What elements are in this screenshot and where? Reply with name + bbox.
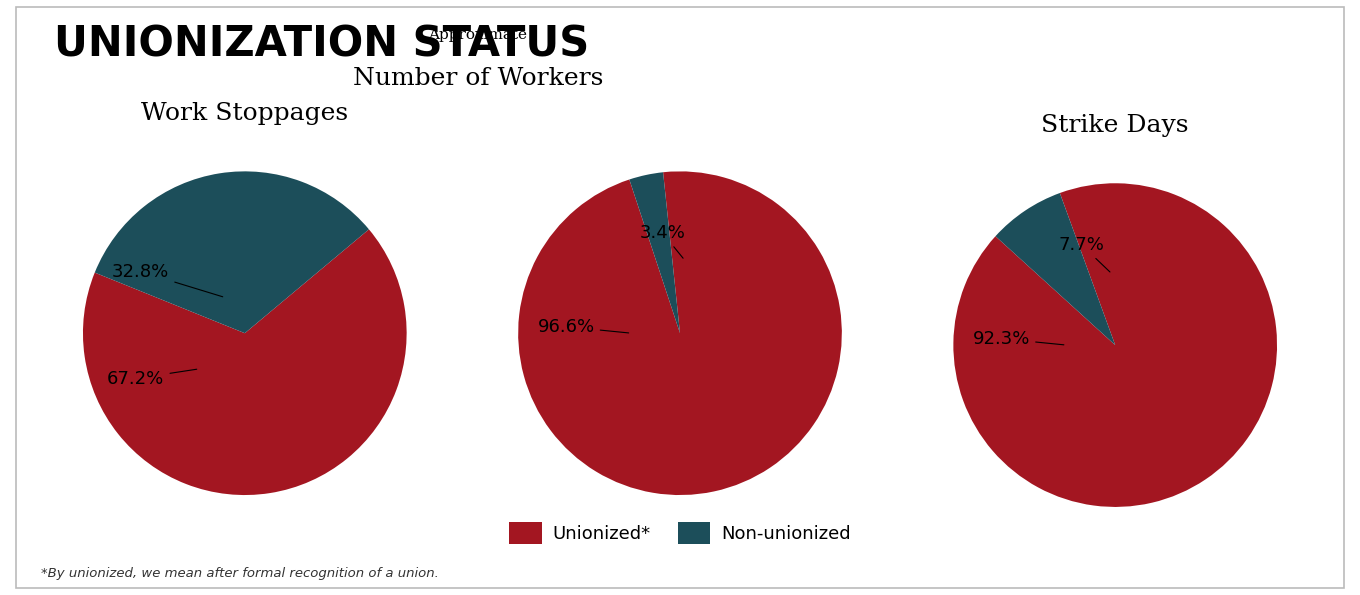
- Text: UNIONIZATION STATUS: UNIONIZATION STATUS: [54, 24, 590, 66]
- Title: Work Stoppages: Work Stoppages: [141, 102, 348, 125]
- Title: Strike Days: Strike Days: [1042, 114, 1189, 137]
- Text: 92.3%: 92.3%: [972, 330, 1064, 347]
- Text: 96.6%: 96.6%: [537, 318, 628, 336]
- Text: 32.8%: 32.8%: [112, 263, 223, 297]
- Text: 3.4%: 3.4%: [639, 224, 685, 258]
- Wedge shape: [518, 171, 842, 495]
- Wedge shape: [630, 172, 680, 333]
- Wedge shape: [83, 229, 407, 495]
- Wedge shape: [996, 193, 1115, 345]
- Text: Approximate: Approximate: [428, 28, 528, 42]
- Wedge shape: [953, 183, 1277, 507]
- Text: Number of Workers: Number of Workers: [352, 67, 602, 90]
- Legend: Unionized*, Non-unionized: Unionized*, Non-unionized: [500, 513, 860, 553]
- Text: 67.2%: 67.2%: [107, 369, 197, 387]
- Wedge shape: [95, 171, 369, 333]
- Text: *By unionized, we mean after formal recognition of a union.: *By unionized, we mean after formal reco…: [41, 567, 439, 580]
- Text: 7.7%: 7.7%: [1058, 236, 1110, 272]
